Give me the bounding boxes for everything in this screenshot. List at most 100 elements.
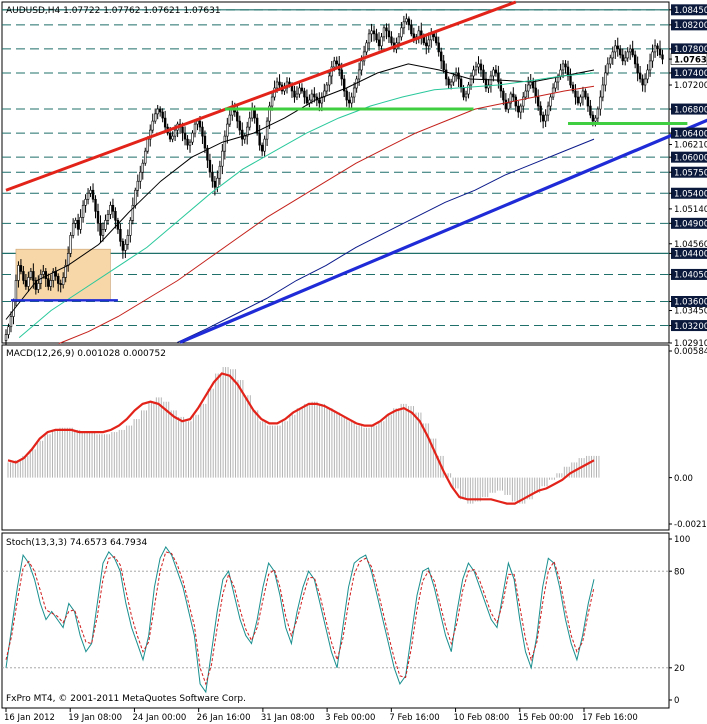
- candle-body-24: [64, 265, 67, 278]
- candle-body-130: [328, 75, 331, 86]
- candle-body-1: [7, 326, 10, 335]
- candle-body-224: [561, 63, 565, 71]
- candle-body-145: [365, 42, 368, 53]
- candle-body-31: [81, 204, 85, 218]
- macd-signal: [7, 372, 595, 505]
- candle-body-227: [569, 75, 572, 86]
- candle-body-82: [208, 159, 212, 173]
- candle-body-55: [141, 162, 144, 173]
- candle-body-86: [218, 165, 222, 179]
- candle-body-118: [298, 87, 301, 95]
- candle-body-50: [129, 220, 132, 236]
- candle-body-226: [566, 66, 570, 77]
- candle-body-154: [387, 30, 391, 38]
- candle-body-146: [367, 33, 371, 44]
- candle-body-101: [255, 117, 259, 134]
- candle-body-56: [144, 150, 147, 164]
- price-label-bg-2: [671, 43, 707, 55]
- macd-signal-line: [7, 372, 595, 505]
- candle-body-88: [223, 135, 227, 152]
- candle-body-238: [596, 108, 600, 119]
- candle-body-163: [410, 24, 413, 35]
- candle-body-149: [375, 33, 378, 41]
- price-label-bg-16: [671, 268, 707, 280]
- candle-body-192: [482, 69, 485, 80]
- candle-body-208: [522, 96, 525, 107]
- price-label-bg-13: [671, 217, 707, 229]
- candle-body-122: [308, 99, 311, 104]
- candle-body-136: [343, 78, 346, 92]
- candle-body-199: [499, 81, 503, 92]
- price-label-4: 1.07400: [674, 69, 707, 79]
- candle-body-162: [407, 18, 411, 26]
- candle-body-264: [661, 54, 664, 60]
- candle-body-249: [624, 57, 627, 62]
- candle-body-85: [216, 177, 219, 188]
- stoch-label-3: 0: [674, 696, 679, 706]
- candle-body-44: [114, 210, 117, 221]
- candle-body-12: [34, 280, 38, 290]
- stoch-levels: [2, 570, 669, 669]
- candle-body-232: [581, 90, 585, 98]
- candle-body-202: [507, 102, 510, 110]
- candle-body-142: [357, 69, 361, 80]
- stoch-pane-frame: [1, 532, 670, 709]
- candle-body-140: [352, 87, 356, 98]
- candle-body-188: [472, 69, 475, 77]
- price-label-10: 1.05750: [674, 168, 707, 178]
- candle-body-160: [402, 21, 406, 29]
- candle-body-198: [497, 72, 500, 83]
- candle-body-79: [201, 126, 204, 137]
- candle-body-4: [14, 280, 18, 302]
- candle-body-32: [84, 198, 87, 206]
- candle-body-71: [181, 126, 184, 134]
- time-label-2: 24 Jan 00:00: [132, 713, 186, 723]
- price-label-9: 1.06000: [674, 153, 707, 163]
- candle-body-148: [372, 30, 376, 35]
- candle-body-195: [489, 75, 493, 86]
- copyright: FxPro MT4, © 2001-2011 MetaQuotes Softwa…: [6, 694, 246, 704]
- price-label-8: 1.06210: [674, 141, 707, 151]
- candle-body-230: [576, 96, 580, 104]
- candle-body-23: [61, 277, 65, 285]
- candle-body-184: [462, 87, 465, 98]
- candle-body-22: [59, 283, 62, 285]
- candle-body-109: [275, 81, 279, 89]
- candle-body-41: [106, 213, 110, 221]
- candle-body-124: [313, 93, 316, 98]
- candle-body-210: [527, 84, 530, 92]
- candle-body-251: [628, 48, 632, 53]
- candle-body-261: [653, 45, 657, 53]
- candle-body-196: [492, 69, 495, 77]
- candle-body-121: [305, 96, 309, 104]
- macd-histogram: [7, 367, 600, 504]
- candle-body-94: [238, 120, 241, 131]
- price-label-19: 1.03200: [674, 322, 707, 332]
- candle-body-38: [99, 223, 102, 236]
- candle-body-150: [377, 39, 381, 47]
- candle-body-138: [347, 99, 351, 104]
- candle-body-125: [315, 96, 319, 101]
- candle-body-7: [22, 271, 25, 281]
- price-label-bg-7: [671, 127, 707, 139]
- candle-body-96: [243, 135, 246, 140]
- price-label-1: 1.08200: [674, 21, 707, 31]
- candle-body-175: [439, 51, 443, 62]
- candle-body-2: [9, 316, 13, 328]
- stoch-lines: [5, 546, 595, 694]
- candle-body-185: [464, 93, 468, 98]
- candle-body-87: [221, 150, 224, 167]
- candle-body-129: [325, 84, 328, 92]
- candle-body-169: [425, 42, 428, 47]
- candle-body-35: [91, 189, 95, 200]
- candle-body-119: [300, 87, 304, 92]
- candle-body-18: [49, 280, 52, 287]
- time-label-5: 3 Feb 00:00: [325, 713, 375, 723]
- price-label-bg-4: [671, 67, 707, 79]
- trendlines: [5, 0, 707, 344]
- candle-body-260: [651, 51, 654, 62]
- price-levels: [2, 9, 669, 327]
- stoch-axis: 100 80 20 0: [669, 535, 690, 706]
- candle-body-42: [109, 204, 112, 215]
